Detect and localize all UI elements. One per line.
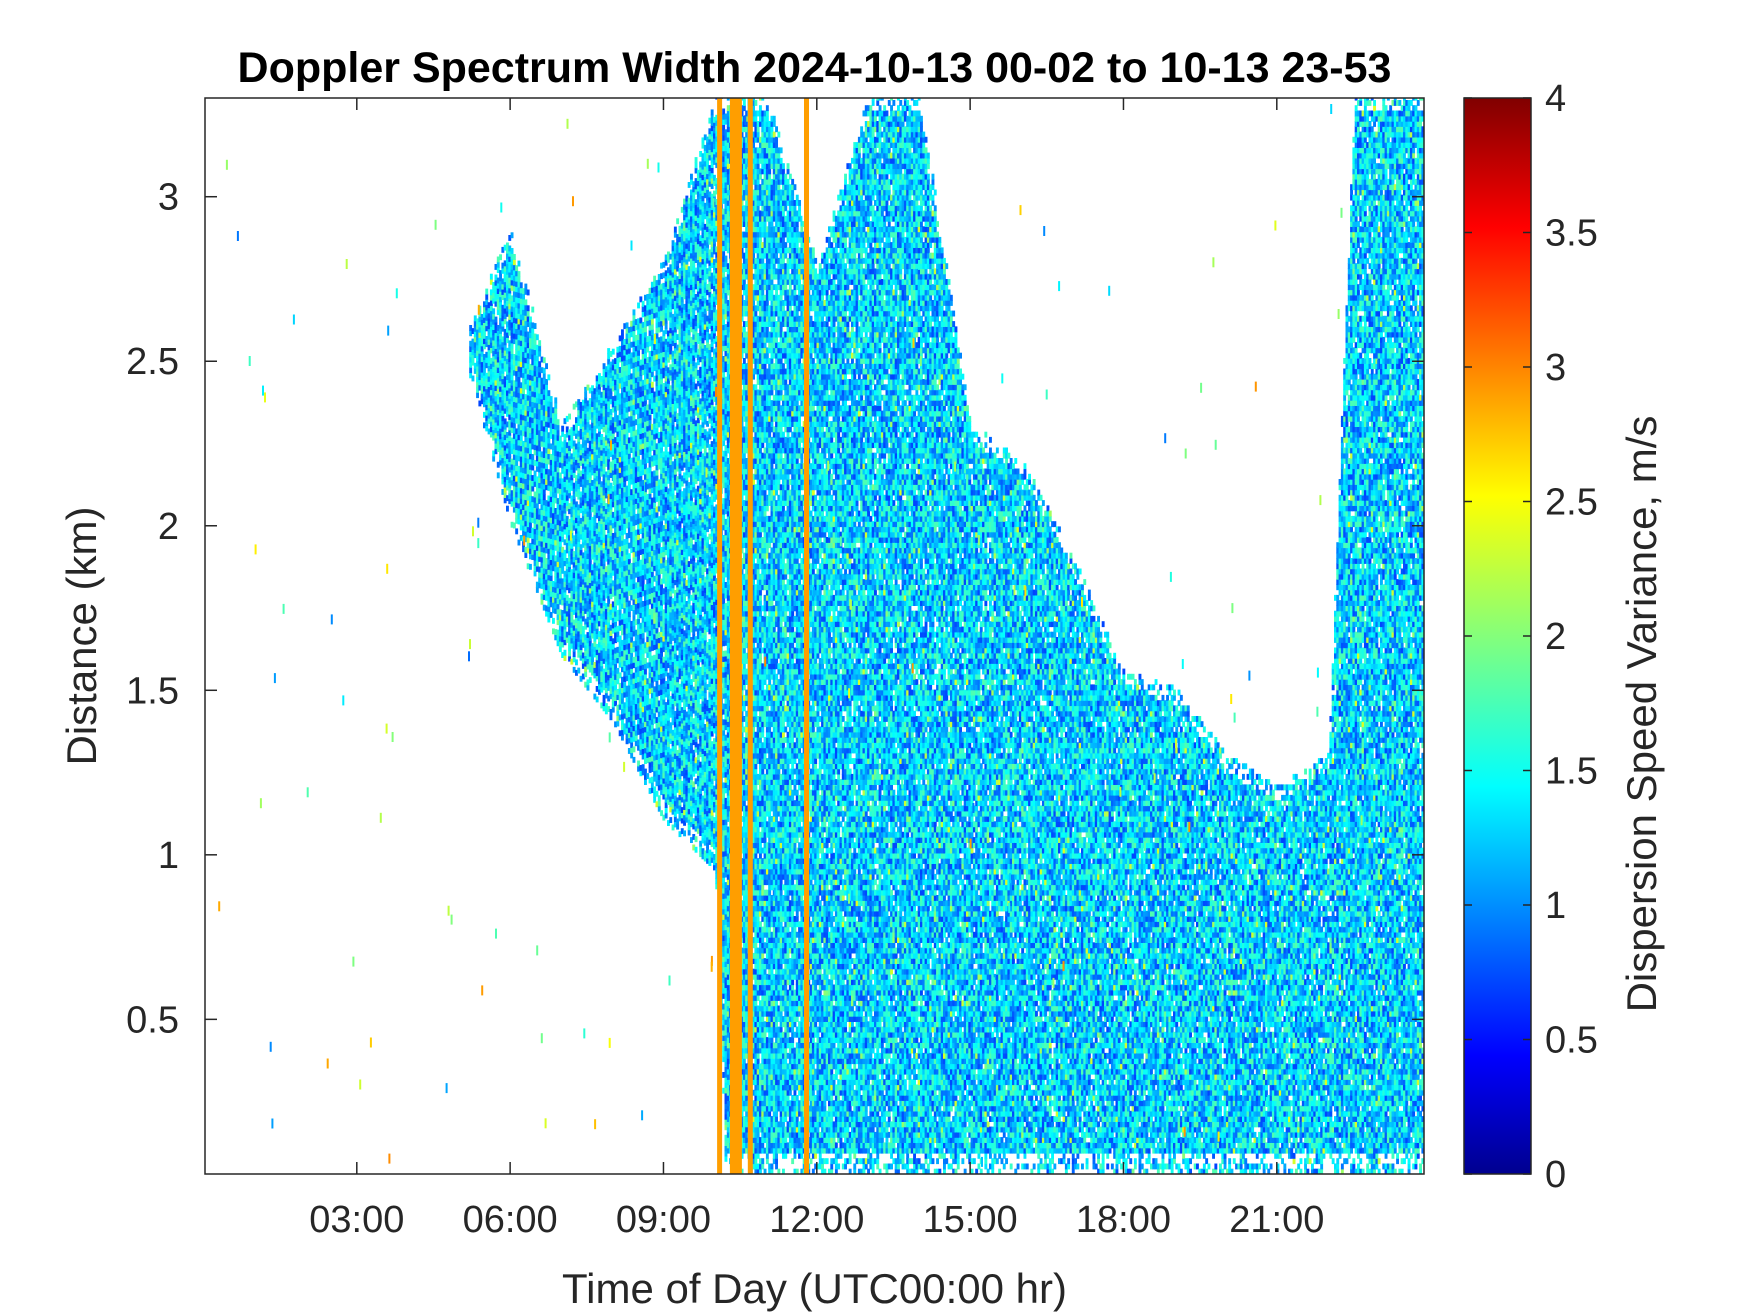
heatmap-cell xyxy=(644,779,647,785)
heatmap-cell xyxy=(550,401,553,407)
heatmap-cell xyxy=(534,323,537,329)
heatmap-cell xyxy=(485,289,488,295)
heatmap-cell xyxy=(564,655,567,661)
heatmap-cell xyxy=(554,403,557,409)
heatmap-cell xyxy=(499,254,502,260)
heatmap-cell xyxy=(587,685,590,691)
heatmap-cell xyxy=(497,472,500,478)
heatmap-cell xyxy=(557,419,560,425)
heatmap-cell xyxy=(651,319,654,325)
heatmap-cell xyxy=(515,528,518,534)
heatmap-cell xyxy=(545,384,548,390)
heatmap-cell xyxy=(642,633,645,639)
heatmap-cell xyxy=(490,274,493,280)
heatmap-cell xyxy=(527,305,530,311)
heatmap-cell xyxy=(492,456,495,462)
heatmap-cell xyxy=(554,408,557,414)
heatmap-cell xyxy=(531,307,534,313)
heatmap-cell xyxy=(511,232,514,238)
heatmap-cell xyxy=(529,564,532,570)
heatmap-cell xyxy=(584,392,587,398)
heatmap-cell xyxy=(633,309,636,315)
heatmap-cell xyxy=(564,650,567,656)
chart-title: Doppler Spectrum Width 2024-10-13 00-02 … xyxy=(238,44,1392,92)
heatmap-cell xyxy=(518,271,521,277)
heatmap-cell xyxy=(557,424,560,430)
heatmap-cell xyxy=(513,259,516,265)
heatmap-cell xyxy=(589,677,592,683)
heatmap-cell xyxy=(644,326,647,332)
heatmap-cell xyxy=(547,374,550,380)
heatmap-cell xyxy=(538,340,541,346)
heatmap-cell xyxy=(543,357,546,363)
heatmap-cell xyxy=(621,329,624,335)
heatmap-cell xyxy=(557,430,560,436)
heatmap-cell xyxy=(575,659,578,665)
heatmap-cell xyxy=(518,276,521,282)
heatmap-cell xyxy=(547,390,550,396)
heatmap-cell xyxy=(524,284,527,290)
heatmap-cell xyxy=(476,392,479,398)
heatmap-cell xyxy=(518,261,521,267)
heatmap-cell xyxy=(649,414,652,420)
heatmap-cell xyxy=(538,345,541,351)
heatmap-cell xyxy=(621,735,624,741)
heatmap-cell xyxy=(529,317,532,323)
heatmap-cell xyxy=(628,611,631,617)
heatmap-cell xyxy=(554,413,557,419)
heatmap-cell xyxy=(524,299,527,305)
heatmap-cell xyxy=(485,294,488,300)
heatmap-cell xyxy=(633,757,636,763)
heatmap-cell xyxy=(543,373,546,379)
heatmap-cell xyxy=(511,248,514,254)
heatmap-cell xyxy=(612,707,615,713)
heatmap-cell xyxy=(568,414,571,420)
heatmap-cell xyxy=(628,553,631,559)
heatmap-cell xyxy=(616,721,619,727)
heatmap-cell xyxy=(568,651,571,657)
heatmap-cell xyxy=(506,506,509,512)
heatmap-cell xyxy=(577,668,580,674)
heatmap-cell xyxy=(552,618,555,624)
heatmap-cell xyxy=(543,494,546,500)
heatmap-cell xyxy=(527,311,530,317)
heatmap-cell xyxy=(596,697,599,703)
plot-area xyxy=(205,93,1427,1175)
heatmap-cell xyxy=(610,714,613,720)
heatmap-cell xyxy=(492,308,495,314)
heatmap-cell xyxy=(554,397,557,403)
heatmap-cell xyxy=(637,303,640,309)
heatmap-cell xyxy=(495,317,498,323)
heatmap-cell xyxy=(633,746,636,752)
heatmap-cell xyxy=(469,367,472,373)
heatmap-cell xyxy=(497,262,500,268)
heatmap-cell xyxy=(612,349,615,355)
heatmap-cell xyxy=(561,426,564,432)
heatmap-cell xyxy=(584,671,587,677)
heatmap-cell xyxy=(651,324,654,330)
heatmap-cell xyxy=(545,363,548,369)
heatmap-cell xyxy=(520,282,523,288)
heatmap-cell xyxy=(644,669,647,675)
heatmap-cell xyxy=(472,376,475,382)
heatmap-cell xyxy=(550,396,553,402)
heatmap-cell xyxy=(511,348,514,354)
heatmap-cell xyxy=(550,575,553,581)
heatmap-cell xyxy=(573,651,576,657)
heatmap-cell xyxy=(536,334,539,340)
heatmap-cell xyxy=(513,254,516,260)
heatmap-cell xyxy=(538,351,541,357)
heatmap-cell xyxy=(637,350,640,356)
heatmap-cell xyxy=(527,290,530,296)
heatmap-cell xyxy=(651,382,654,388)
